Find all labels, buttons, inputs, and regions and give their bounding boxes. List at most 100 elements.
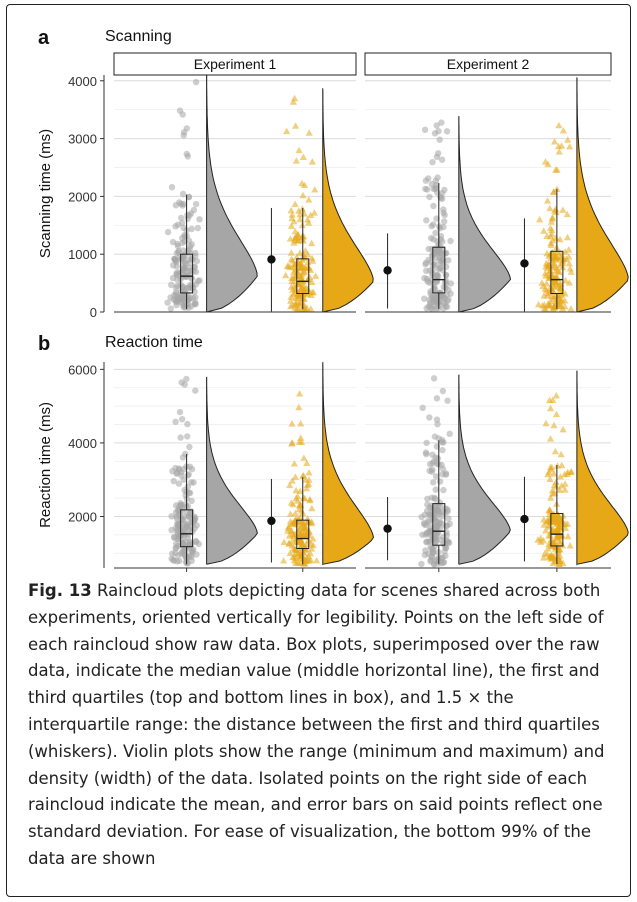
raw-point — [440, 300, 446, 306]
y-tick-label: 2000 — [68, 510, 97, 525]
raw-point — [423, 217, 429, 223]
raw-point — [292, 201, 299, 207]
chart-panel-b: b Reaction timeReaction time (ms) 20004000… — [37, 333, 637, 575]
raw-point — [291, 95, 298, 102]
raw-point — [566, 143, 573, 149]
raw-point — [174, 529, 180, 535]
raincloud-no-modifier — [164, 75, 275, 312]
raw-point — [429, 159, 435, 165]
raw-point — [297, 434, 304, 441]
raw-point — [442, 285, 448, 291]
raw-point — [192, 387, 198, 393]
raw-point — [430, 479, 436, 485]
raw-point — [443, 250, 449, 256]
violin — [323, 363, 374, 565]
raw-point — [418, 561, 424, 567]
raw-point — [177, 107, 183, 113]
y-tick-label: 4000 — [68, 74, 97, 89]
raw-point — [424, 496, 430, 502]
raw-point — [447, 431, 453, 437]
raw-point — [288, 207, 295, 214]
raw-point — [439, 471, 445, 477]
raw-point — [172, 419, 178, 425]
raw-point — [433, 486, 439, 492]
raw-point — [186, 265, 192, 271]
raw-point — [443, 529, 449, 535]
raw-point — [558, 462, 565, 469]
raw-point — [173, 299, 179, 305]
raw-point — [422, 552, 428, 558]
y-tick-label: 0 — [90, 305, 97, 320]
raw-point — [296, 147, 303, 153]
raw-point — [426, 297, 432, 303]
raw-point — [173, 502, 179, 508]
raw-point — [427, 532, 433, 538]
y-axis-label: Scanning time (ms) — [37, 129, 54, 258]
violin — [459, 375, 511, 564]
raw-point — [173, 509, 179, 515]
raw-point — [444, 128, 450, 134]
raw-point — [553, 392, 560, 399]
raw-point — [564, 234, 571, 241]
raw-point — [426, 414, 432, 420]
raw-point — [287, 510, 294, 516]
raincloud-color — [534, 371, 637, 567]
raw-point — [555, 122, 562, 129]
raw-point — [295, 404, 302, 411]
raw-point — [168, 282, 174, 288]
raw-point — [432, 230, 438, 236]
raw-point — [447, 521, 453, 527]
raw-point — [434, 272, 440, 278]
panel-letter: b — [38, 333, 50, 355]
raw-point — [429, 466, 435, 472]
raincloud-color — [282, 89, 392, 312]
raw-point — [430, 221, 436, 227]
raw-point — [189, 549, 195, 555]
raw-point — [437, 193, 443, 199]
raw-point — [172, 256, 178, 262]
figure-caption-text: Raincloud plots depicting data for scene… — [28, 581, 605, 868]
raw-point — [169, 184, 175, 190]
raw-point — [437, 478, 443, 484]
raw-point — [428, 235, 434, 241]
raw-point — [434, 395, 440, 401]
raw-point — [282, 272, 289, 279]
raw-point — [188, 479, 194, 485]
raw-point — [431, 375, 437, 381]
figure-caption: Fig. 13 Raincloud plots depicting data f… — [28, 578, 614, 873]
raw-point — [446, 540, 452, 546]
raw-point — [441, 187, 447, 193]
raw-point — [434, 154, 440, 160]
violin — [207, 377, 258, 564]
raw-point — [178, 379, 184, 385]
raw-point — [430, 203, 436, 209]
panel-title: Reaction time — [105, 334, 203, 351]
raw-point — [180, 201, 186, 207]
raw-point — [306, 129, 313, 136]
mean-point — [267, 255, 275, 263]
panel-letter: a — [38, 27, 50, 49]
violin — [577, 371, 628, 564]
raw-point — [196, 541, 202, 547]
raw-point — [424, 501, 430, 507]
raw-point — [430, 546, 436, 552]
y-tick-label: 2000 — [68, 189, 97, 204]
raw-point — [180, 225, 186, 231]
raw-point — [434, 416, 440, 422]
raw-point — [439, 238, 445, 244]
raw-point — [289, 439, 296, 446]
raw-point — [553, 411, 560, 417]
raw-point — [170, 239, 176, 245]
raw-point — [423, 451, 429, 457]
raw-point — [547, 405, 554, 412]
raw-point — [305, 196, 312, 202]
raw-point — [428, 553, 434, 559]
raw-point — [296, 390, 303, 396]
panel-title: Scanning — [105, 28, 172, 45]
raw-point — [433, 178, 439, 184]
raw-point — [196, 216, 202, 222]
raw-point — [550, 422, 557, 429]
raw-point — [195, 278, 201, 284]
raw-point — [186, 212, 192, 218]
raw-point — [187, 464, 193, 470]
